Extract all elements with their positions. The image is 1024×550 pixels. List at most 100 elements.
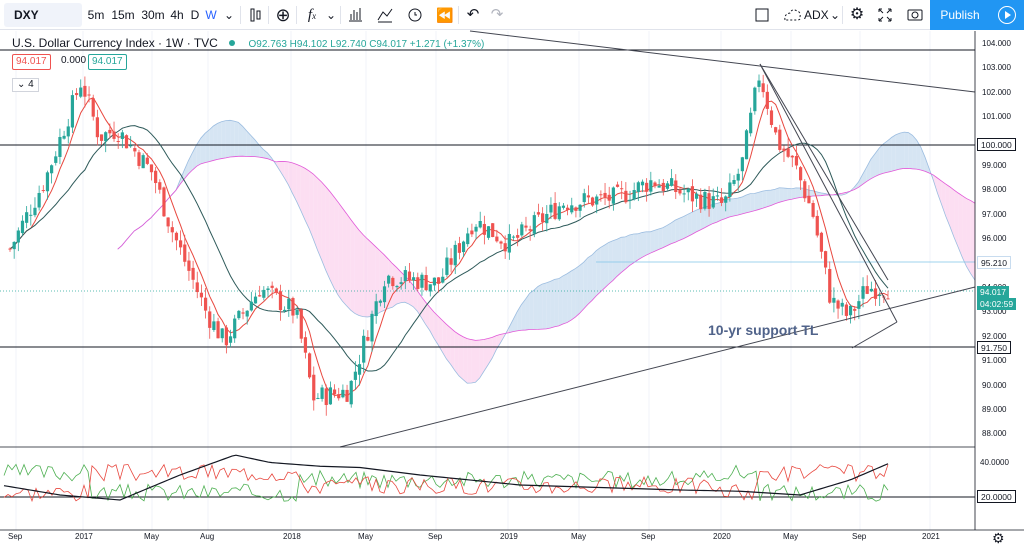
cloud-span-a (117, 119, 975, 384)
price-tick: 98.000 (982, 185, 1007, 195)
candle-body (815, 215, 819, 236)
candle-body (561, 205, 566, 208)
cloud-segment (338, 202, 343, 302)
adx-indicator-pane (0, 454, 975, 503)
undo-icon[interactable]: ↶ (466, 6, 480, 23)
interval-4h[interactable]: 4h (170, 8, 184, 22)
cloud-segment (196, 138, 201, 167)
time-tick: May (571, 532, 587, 541)
candle-body (878, 294, 882, 297)
bar-chart-icon[interactable] (344, 0, 366, 30)
publish-button[interactable]: Publish (930, 0, 990, 30)
cloud-segment (309, 170, 314, 239)
candle-body (353, 371, 357, 380)
cloud-segment (658, 227, 663, 250)
last-price-tag: 94.017 (977, 286, 1009, 298)
time-tick: May (358, 532, 374, 541)
indicators-toggle[interactable]: ⌄ 4 (12, 78, 39, 92)
candle-body (857, 301, 861, 309)
cloud-segment (575, 265, 580, 318)
gear-icon[interactable]: ⚙ (992, 530, 1005, 546)
candle-body (765, 91, 769, 109)
cloud-segment (679, 216, 684, 241)
candle-body (312, 374, 316, 401)
candle-body (95, 117, 99, 138)
symbol-search[interactable]: DXY (4, 3, 82, 27)
candle-body (245, 310, 249, 317)
candle-body (249, 301, 253, 311)
candle-body (582, 193, 586, 203)
candle-body (828, 268, 832, 303)
chevron-down-icon[interactable]: ⌄ (325, 8, 337, 22)
cloud-segment (388, 258, 393, 309)
gear-icon[interactable]: ⚙ (849, 6, 865, 23)
candle-body (29, 214, 33, 216)
legend-close: C94.017 (369, 39, 408, 50)
candle-body (524, 225, 528, 228)
cloud-segment (920, 147, 925, 172)
candle-body (91, 98, 95, 117)
chevron-down-icon[interactable]: ⌄ (223, 8, 235, 22)
candle-body (62, 135, 66, 139)
candle-body (432, 277, 437, 286)
camera-icon[interactable] (904, 0, 926, 30)
replay-icon[interactable]: ⏪ (436, 7, 454, 23)
symbol-label: DXY (14, 8, 39, 22)
price-badge-red[interactable]: 94.017 (12, 54, 51, 70)
candle-body (657, 185, 661, 188)
candle-body (25, 212, 29, 223)
interval-5m[interactable]: 5m (87, 8, 105, 22)
compare-icon[interactable] (374, 0, 396, 30)
cloud-segment (904, 132, 909, 169)
interval-30m[interactable]: 30m (141, 8, 165, 22)
candle-body (291, 298, 295, 316)
cloud-segment (779, 187, 784, 203)
price-tick: 104.000 (982, 39, 1011, 48)
candle-body (653, 182, 657, 187)
cloud-segment (525, 293, 530, 331)
cloud-segment (533, 286, 538, 330)
adx-line (3, 454, 889, 501)
candle-body (474, 226, 478, 232)
cloud-segment (654, 228, 659, 252)
cloud-segment (479, 339, 484, 378)
candle-body (848, 305, 853, 316)
candles-icon[interactable] (244, 0, 266, 30)
fullscreen-select-icon[interactable] (752, 0, 772, 30)
compare-symbol-button[interactable]: ADX ⌄ (780, 0, 840, 30)
alert-clock-icon[interactable] (404, 0, 426, 30)
candle-body (819, 232, 824, 252)
cloud-segment (542, 282, 547, 330)
add-indicator-icon[interactable]: ⊕ (275, 5, 291, 25)
candle-body (378, 300, 382, 303)
candle-body (532, 215, 536, 234)
candle-body (266, 288, 270, 290)
adx-tick-40: 40.0000 (980, 458, 1009, 467)
expand-icon[interactable] (874, 0, 896, 30)
candle-body (16, 230, 20, 243)
interval-d[interactable]: D (190, 8, 200, 22)
interval-15m[interactable]: 15m (111, 8, 135, 22)
fx-indicators-icon[interactable]: fx (307, 7, 317, 23)
time-tick: May (144, 532, 160, 541)
candle-body (757, 80, 761, 87)
cloud-segment (629, 234, 634, 266)
support-trendline-label[interactable]: 10-yr support TL (708, 322, 819, 338)
candle-body (382, 286, 387, 303)
cloud-segment (359, 230, 364, 317)
candle-body (174, 232, 179, 241)
redo-icon[interactable]: ↷ (490, 6, 504, 23)
interval-w[interactable]: W (205, 8, 217, 22)
cloud-segment (205, 129, 210, 163)
price-tick: 99.000 (982, 161, 1007, 170)
candle-body (399, 282, 403, 285)
play-icon[interactable] (990, 0, 1024, 30)
cloud-segment (746, 193, 751, 213)
price-badge-green[interactable]: 94.017 (88, 54, 127, 70)
candle-body (224, 327, 228, 346)
support-trendline (339, 286, 976, 448)
cloud-segment (596, 247, 601, 296)
cloud-segment (770, 189, 776, 206)
cloud-segment (250, 135, 255, 157)
